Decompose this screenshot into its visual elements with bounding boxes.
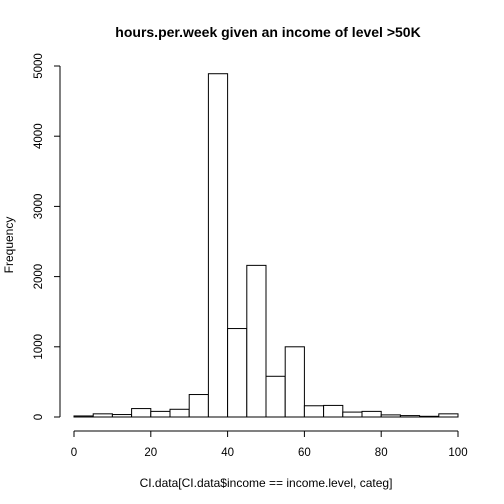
histogram-bar-3 xyxy=(131,408,152,418)
y-tick-label-1000: 1000 xyxy=(33,334,45,360)
histogram-bar-8 xyxy=(227,328,248,418)
y-tick-label-3000: 3000 xyxy=(33,194,45,220)
histogram-bar-10 xyxy=(265,375,286,418)
x-axis: 0 20 40 60 80 100 xyxy=(71,430,468,459)
histogram-bar-1 xyxy=(92,413,113,418)
histogram-bar-7 xyxy=(207,73,229,418)
bars-group xyxy=(73,73,459,418)
x-tick-label-80: 80 xyxy=(375,447,388,459)
y-tick-label-0: 0 xyxy=(33,414,45,420)
y-tick-label-2000: 2000 xyxy=(33,264,45,290)
histogram-bar-0 xyxy=(73,415,94,418)
histogram-bar-18 xyxy=(419,415,440,418)
histogram-bar-19 xyxy=(438,413,459,418)
x-tick-label-0: 0 xyxy=(71,447,77,459)
y-axis: 0 1000 2000 3000 4000 5000 xyxy=(33,53,61,420)
x-tick-label-40: 40 xyxy=(221,447,234,459)
histogram-bar-5 xyxy=(169,408,190,418)
histogram-bar-15 xyxy=(361,410,382,418)
chart-title: hours.per.week given an income of level … xyxy=(115,24,420,40)
histogram-bar-17 xyxy=(399,415,421,418)
histogram-bar-9 xyxy=(246,264,267,418)
histogram-bar-11 xyxy=(284,346,305,418)
x-tick-label-20: 20 xyxy=(144,447,157,459)
y-axis-label: Frequency xyxy=(2,217,16,274)
histogram-bar-6 xyxy=(188,394,209,418)
histogram-bar-2 xyxy=(111,414,133,418)
x-tick-label-100: 100 xyxy=(448,447,467,459)
x-axis-label: CI.data[CI.data$income == income.level, … xyxy=(140,476,393,490)
histogram-bar-13 xyxy=(323,404,344,418)
histogram-bar-14 xyxy=(342,411,363,418)
histogram-bar-4 xyxy=(150,410,171,418)
histogram-bar-12 xyxy=(303,405,325,418)
y-tick-label-5000: 5000 xyxy=(33,53,45,79)
histogram-bar-16 xyxy=(380,414,401,418)
x-tick-label-60: 60 xyxy=(298,447,311,459)
y-tick-label-4000: 4000 xyxy=(33,123,45,149)
